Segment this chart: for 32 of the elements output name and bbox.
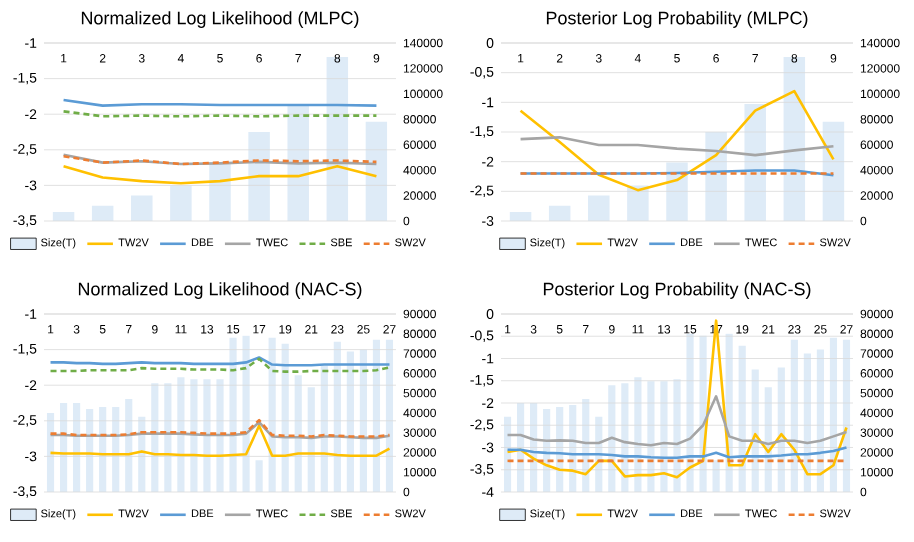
- bar: [548, 205, 571, 221]
- bar: [229, 337, 237, 492]
- bar: [385, 339, 394, 492]
- bar: [242, 335, 250, 492]
- bar: [660, 381, 668, 492]
- bar: [712, 460, 720, 492]
- bar: [216, 379, 224, 492]
- bar: [627, 185, 649, 221]
- line-series: [62, 164, 378, 185]
- bar: [203, 379, 211, 492]
- bar: [209, 162, 231, 221]
- bar: [131, 195, 153, 221]
- bar: [91, 205, 114, 221]
- bar: [177, 377, 185, 492]
- bar: [365, 121, 388, 221]
- bar: [647, 381, 655, 492]
- chart-title: Posterior Log Probability (MLPC): [546, 11, 808, 28]
- bar: [248, 132, 270, 221]
- line-series: [519, 89, 835, 192]
- bar: [190, 379, 198, 492]
- bar: [255, 460, 263, 492]
- chart-title: Normalized Log Likelihood (MLPC): [81, 11, 359, 28]
- bar: [294, 375, 302, 492]
- chart-title: Normalized Log Likelihood (NAC-S): [78, 282, 362, 299]
- bar: [673, 379, 681, 492]
- line-series: [506, 395, 848, 447]
- bar: [170, 185, 192, 221]
- line-series: [519, 136, 835, 157]
- chart-title: Posterior Log Probability (NAC-S): [543, 282, 811, 299]
- bar: [588, 195, 610, 221]
- bar: [46, 412, 55, 492]
- bar: [686, 333, 694, 492]
